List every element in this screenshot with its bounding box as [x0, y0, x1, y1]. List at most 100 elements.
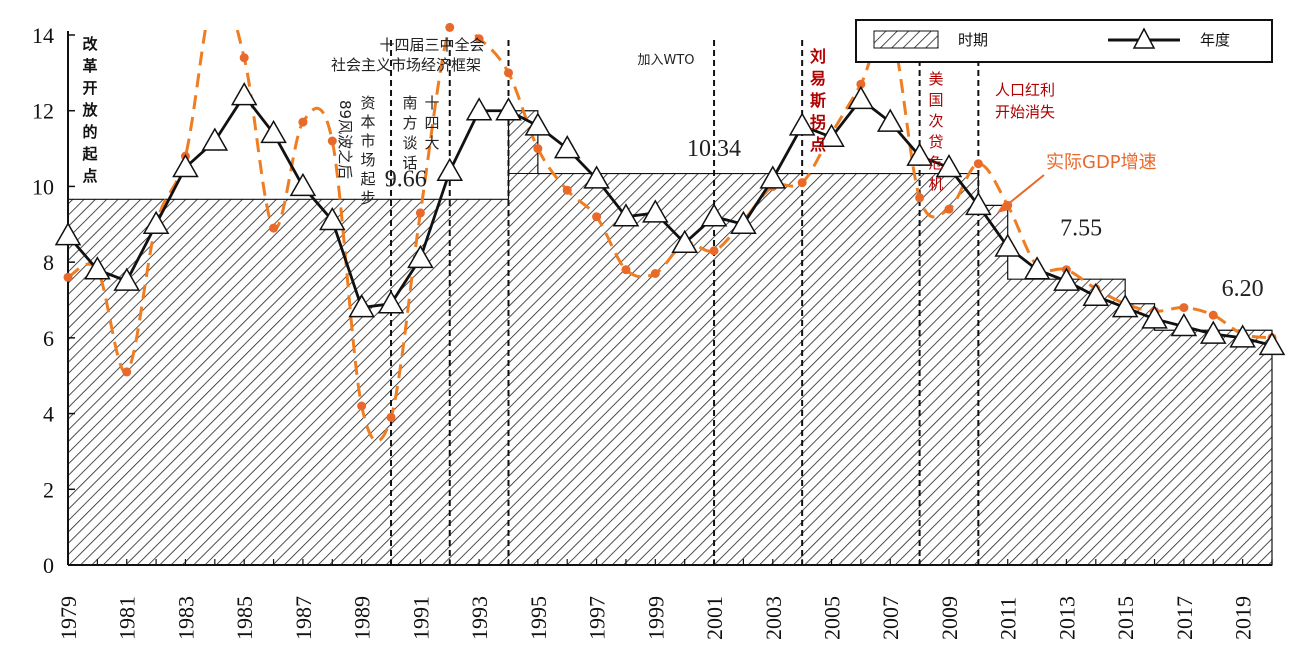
- actual-gdp-point-1981: [122, 367, 132, 377]
- ann-reform-char: 革: [82, 57, 97, 75]
- annual-marker-1989: [348, 294, 375, 318]
- annual-marker-2014: [1082, 282, 1110, 306]
- y-tick-label: 8: [43, 250, 54, 275]
- actual-gdp-point-1990: [386, 412, 396, 422]
- actual-gdp-point-2006: [856, 79, 866, 89]
- actual-gdp-point-2018: [1208, 310, 1218, 320]
- ann-lewis-char: 拐: [810, 113, 826, 132]
- x-tick-label: 1999: [643, 596, 668, 640]
- x-tick-label: 1987: [291, 596, 316, 640]
- x-tick-label: 1983: [173, 596, 198, 640]
- annual-marker-1995: [524, 112, 552, 136]
- x-tick-label: 1995: [526, 596, 551, 640]
- y-tick-label: 4: [43, 402, 54, 427]
- actual-gdp-point-2017: [1179, 303, 1189, 313]
- ann-reform-char: 改: [82, 35, 98, 53]
- ann-14th-char: 大: [424, 134, 439, 152]
- annual-marker-1994: [495, 97, 522, 121]
- legend-period-label: 时期: [958, 31, 988, 49]
- annual-marker-1983: [172, 153, 199, 178]
- annual-marker-1998: [612, 203, 640, 227]
- ann-lewis-char: 点: [810, 135, 826, 154]
- annual-marker-2013: [1053, 267, 1080, 291]
- y-tick-label: 12: [32, 99, 54, 124]
- period-value-label: 7.55: [1060, 216, 1102, 242]
- ann-subprime-char: 危: [928, 154, 943, 172]
- period-value-label: 9.66: [385, 166, 427, 192]
- annual-marker-2015: [1111, 294, 1139, 318]
- ann-capital-char: 起: [360, 170, 375, 188]
- annual-marker-1993: [465, 97, 493, 121]
- annotation-south-talk: 南方谈话: [402, 94, 417, 172]
- legend: 时期 年度: [855, 19, 1273, 63]
- y-axis-ticks: 0 2 4 6 8 10 12 14: [32, 23, 75, 578]
- annual-marker-1991: [407, 244, 434, 269]
- axes: [67, 31, 1272, 566]
- actual-gdp-point-1991: [415, 208, 425, 218]
- x-tick-label: 2013: [1054, 596, 1079, 640]
- actual-gdp-point-1998: [621, 265, 631, 275]
- actual-gdp-point-1988: [327, 136, 337, 146]
- ann-subprime-char: 国: [928, 91, 943, 109]
- actual-gdp-point-1997: [592, 212, 602, 222]
- ann-south-char: 话: [402, 154, 417, 172]
- annual-marker-1980: [84, 256, 111, 280]
- annual-marker-2007: [876, 108, 904, 132]
- x-tick-label: 2003: [761, 596, 786, 640]
- y-tick-label: 6: [43, 326, 54, 351]
- annotation-14th-congress: 十四大: [424, 94, 439, 152]
- actual-gdp-point-1992: [445, 22, 455, 32]
- ann-subprime-char: 美: [928, 70, 943, 88]
- annual-marker-2020: [1258, 331, 1286, 356]
- x-tick-label: 1989: [350, 596, 375, 640]
- actual-gdp-point-2010: [973, 159, 983, 169]
- ann-south-char: 谈: [402, 134, 417, 152]
- actual-gdp-point-1995: [533, 144, 543, 154]
- x-tick-label: 2019: [1231, 596, 1256, 640]
- actual-gdp-point-2009: [944, 204, 954, 214]
- annual-marker-1996: [553, 135, 581, 159]
- actual-gdp-point-1985: [239, 53, 249, 63]
- annual-marker-1986: [260, 119, 287, 144]
- annotation-arrowhead: [997, 202, 1009, 213]
- annotation-market-framework: 社会主义市场经济框架: [331, 56, 481, 74]
- annual-marker-1985: [230, 82, 258, 106]
- annual-marker-2000: [671, 229, 698, 253]
- annotation-wto: 加入WTO: [637, 53, 694, 68]
- annual-marker-1979: [54, 222, 82, 246]
- actual-gdp-point-1989: [357, 401, 367, 411]
- annual-marker-2017: [1170, 312, 1198, 337]
- annual-marker-2009: [935, 153, 963, 178]
- ann-14th-char: 十: [424, 94, 439, 112]
- period-value-label: 10.34: [687, 136, 741, 162]
- annual-marker-2010: [965, 191, 992, 216]
- period-area: [68, 110, 1273, 566]
- x-tick-label: 2001: [702, 596, 727, 640]
- ann-subprime-char: 贷: [928, 133, 943, 151]
- period-value-labels: 9.66 10.34 7.55 6.20: [385, 136, 1264, 302]
- annual-marker-2016: [1141, 305, 1168, 329]
- annotation-demographic-2: 开始消失: [995, 103, 1055, 121]
- ann-lewis-char: 易: [810, 69, 826, 88]
- annotation-subprime-crisis: 美国次贷危机: [928, 70, 943, 193]
- annotation-third-plenum: 十四届三中全会: [379, 36, 484, 54]
- annual-marker-1981: [113, 267, 141, 291]
- series-annual: [54, 82, 1286, 356]
- annual-marker-1987: [289, 172, 317, 197]
- annual-marker-1997: [583, 165, 610, 189]
- ann-reform-char: 放: [81, 101, 98, 119]
- actual-gdp-point-2001: [709, 246, 719, 256]
- ann-capital-char: 场: [360, 151, 375, 169]
- annual-marker-2012: [1023, 256, 1051, 280]
- annual-marker-2005: [818, 123, 845, 147]
- x-tick-label: 1981: [115, 596, 140, 640]
- y-tick-label: 0: [43, 553, 54, 578]
- legend-annual-marker: [1132, 27, 1156, 49]
- annotation-capital-market: 资本市场起步: [360, 94, 375, 207]
- x-tick-label: 1991: [408, 596, 433, 640]
- actual-gdp-point-2008: [915, 193, 925, 203]
- ann-capital-char: 资: [360, 94, 375, 112]
- annual-marker-2011: [994, 233, 1021, 257]
- annotation-demographic-1: 人口红利: [995, 81, 1055, 99]
- x-tick-label: 1979: [56, 596, 81, 640]
